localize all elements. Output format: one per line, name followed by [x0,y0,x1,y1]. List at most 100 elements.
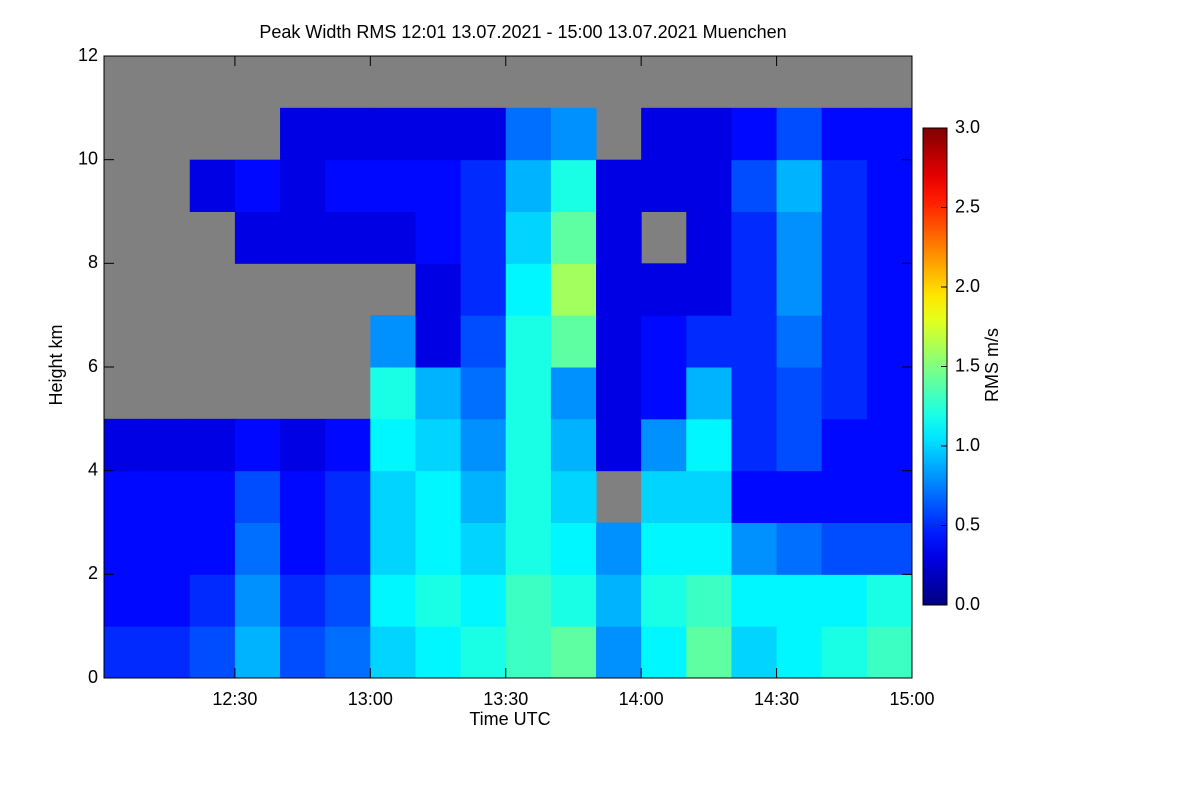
heatmap-cell [641,522,687,575]
heatmap-cell [821,522,868,575]
y-tick-label: 8 [88,252,98,272]
heatmap-cell [550,574,597,627]
x-tick-label: 14:30 [754,689,799,709]
colorbar-tick-label: 2.0 [955,276,980,296]
heatmap-cell [641,574,687,627]
heatmap-cell [596,418,642,472]
heatmap-cell [234,211,281,264]
heatmap-cell [596,367,642,420]
heatmap-cell [505,211,552,264]
heatmap-cell [505,626,552,679]
heatmap-cell [641,315,687,368]
heatmap-cell [776,159,823,212]
heatmap-cell [550,367,597,420]
heatmap-cell [686,107,732,161]
heatmap-cell [104,626,146,679]
heatmap-cell [505,418,552,472]
heatmap-cell [415,522,462,575]
heatmap-cell [776,107,823,161]
heatmap-cell [505,315,552,368]
heatmap-cell [460,522,507,575]
heatmap-cell [821,626,868,679]
heatmap-cell [641,159,687,212]
heatmap-cell [234,159,281,212]
heatmap-cell [415,367,462,420]
heatmap-cell [866,367,913,420]
heatmap-cell [686,522,732,575]
heatmap-cell [460,367,507,420]
heatmap-cell [144,626,191,679]
heatmap-cell [776,626,823,679]
heatmap-cell [189,159,236,212]
colorbar-tick-label: 1.5 [955,355,980,375]
heatmap-cell [370,211,416,264]
heatmap-cell [776,418,823,472]
heatmap-cell [776,470,823,523]
heatmap-cell [731,315,778,368]
y-tick-label: 0 [88,667,98,687]
heatmap-cell [550,626,597,679]
heatmap-cell [415,159,462,212]
heatmap-cell [821,107,868,161]
heatmap-cell [821,470,868,523]
heatmap-cell [866,107,913,161]
heatmap-cell [370,315,416,368]
heatmap-cell [550,418,597,472]
heatmap-cell [325,418,371,472]
heatmap-cell [731,107,778,161]
heatmap-cell [370,626,416,679]
heatmap-cell [460,107,507,161]
heatmap-cell [505,367,552,420]
colorbar-tick-label: 1.0 [955,435,980,455]
heatmap-cell [325,574,371,627]
heatmap-cell [866,470,913,523]
heatmap-cell [776,263,823,316]
heatmap-cell [144,470,191,523]
heatmap-cell [280,574,326,627]
heatmap-cell [280,470,326,523]
heatmap-cell [325,211,371,264]
heatmap-cell [731,263,778,316]
heatmap-cell [550,470,597,523]
heatmap-cell [776,574,823,627]
heatmap-cell [731,211,778,264]
y-tick-label: 12 [78,45,98,65]
x-axis-label: Time UTC [469,709,550,729]
heatmap-cell [686,626,732,679]
heatmap-cell [505,263,552,316]
heatmap-cell [104,470,146,523]
heatmap-cell [415,574,462,627]
heatmap-cell [104,418,146,472]
heatmap-cell [415,418,462,472]
colorbar-tick-label: 3.0 [955,117,980,137]
heatmap-cell [641,418,687,472]
heatmap-cell [325,107,371,161]
heatmap-cell [460,574,507,627]
heatmap-cell [731,418,778,472]
heatmap-cell [325,522,371,575]
heatmap-cell [370,159,416,212]
heatmap-cell [686,211,732,264]
heatmap-cell [776,367,823,420]
heatmap-cell [104,522,146,575]
heatmap-cell [866,211,913,264]
heatmap-cell [460,159,507,212]
heatmap-cell [415,263,462,316]
heatmap-cell [641,367,687,420]
heatmap-cell [104,574,146,627]
heatmap-cell [866,626,913,679]
heatmap-cell [550,211,597,264]
heatmap-cell [370,367,416,420]
heatmap-cell [866,574,913,627]
x-tick-label: 13:00 [348,689,393,709]
y-tick-label: 6 [88,356,98,376]
y-tick-label: 10 [78,148,98,168]
heatmap-cell [686,367,732,420]
heatmap-cell [280,211,326,264]
x-tick-label: 15:00 [889,689,934,709]
heatmap-cell [415,315,462,368]
heatmap-cell [731,159,778,212]
colorbar-tick-label: 2.5 [955,196,980,216]
heatmap-cell [144,418,191,472]
heatmap-cell [866,315,913,368]
